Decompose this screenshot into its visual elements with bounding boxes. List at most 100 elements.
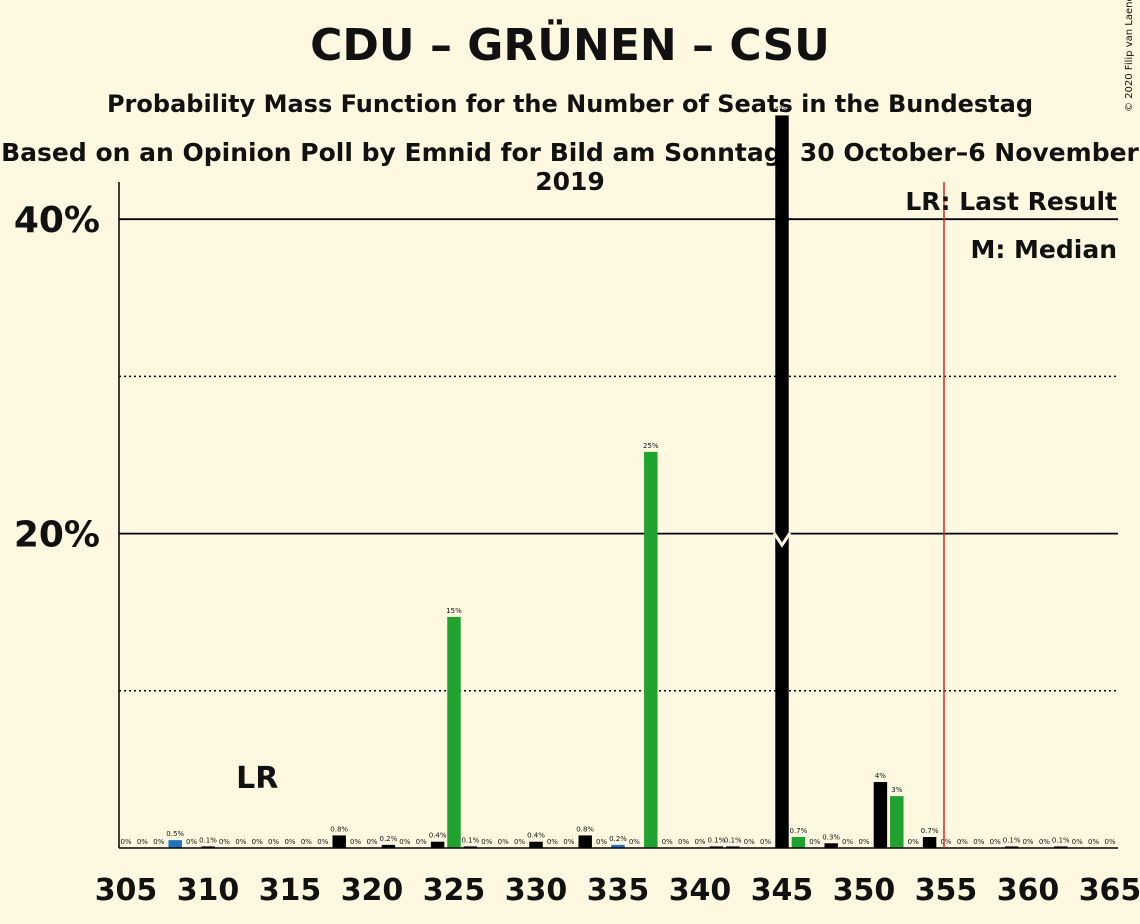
bar-label-308: 0.5% (166, 830, 184, 838)
bar-label-342: 0.1% (724, 836, 742, 844)
bar-label-346: 0.7% (790, 827, 808, 835)
bar-label-333: 0.8% (576, 825, 594, 833)
bar-label-320: 0% (366, 838, 377, 846)
bar-label-345: 47% (774, 105, 790, 113)
bar-310 (201, 846, 215, 848)
bar-labels: 0% 0% 0%0.5%0% 0.1% 0% 0% 0% 0% 0% 0% 0%0.8%0% 0% 0.… (120, 105, 1115, 846)
x-tick-310: 310 (177, 873, 240, 908)
bar-label-315: 0% (284, 838, 295, 846)
bar-label-359: 0.1% (1003, 836, 1021, 844)
bar-label-357: 0% (973, 838, 984, 846)
bar-label-314: 0% (268, 838, 279, 846)
bar-label-325: 15% (446, 607, 462, 615)
bar-346 (791, 836, 806, 848)
y-tick-40: 40% (14, 200, 100, 241)
bar-label-362: 0.1% (1052, 836, 1070, 844)
last-result-marker: LR (236, 761, 278, 796)
gridlines (119, 218, 1118, 692)
bar-label-360: 0% (1022, 838, 1033, 846)
bar-label-355: 0% (940, 838, 951, 846)
bar-label-336: 0% (629, 838, 640, 846)
axes (118, 182, 1118, 849)
bar-label-338: 0% (662, 838, 673, 846)
x-tick-360: 360 (997, 873, 1060, 908)
legend-median: M: Median (970, 235, 1117, 264)
bar-324 (430, 841, 445, 848)
bar-label-365: 0% (1104, 838, 1115, 846)
x-tick-315: 315 (259, 873, 322, 908)
y-tick-20: 20% (14, 515, 100, 556)
bar-label-358: 0% (990, 838, 1001, 846)
bar-label-331: 0% (547, 838, 558, 846)
chart-source-note: Based on an Opinion Poll by Emnid for Bi… (1, 138, 1139, 196)
bar-341 (709, 846, 724, 848)
bar-label-318: 0.8% (330, 825, 348, 833)
bar-label-337: 25% (643, 442, 659, 450)
bar-342 (726, 846, 740, 848)
x-tick-330: 330 (505, 873, 568, 908)
bar-label-310: 0.1% (199, 836, 217, 844)
x-tick-335: 335 (587, 873, 650, 908)
bar-label-361: 0% (1039, 838, 1050, 846)
bar-label-353: 0% (908, 838, 919, 846)
bars (168, 115, 1068, 848)
bar-label-364: 0% (1088, 838, 1099, 846)
legend-last-result: LR: Last Result (905, 187, 1117, 216)
bar-352 (890, 796, 904, 848)
bar-label-343: 0% (744, 838, 755, 846)
bar-326 (463, 846, 478, 848)
bar-label-329: 0% (514, 838, 525, 846)
x-tick-labels: 305 310 315 320 325 330 335 340 345 350 355 360 365 (95, 873, 1140, 908)
x-tick-365: 365 (1079, 873, 1140, 908)
bar-label-363: 0% (1072, 838, 1083, 846)
bar-325 (447, 616, 461, 848)
bar-354 (922, 836, 937, 848)
bar-label-309: 0% (186, 838, 197, 846)
bar-label-307: 0% (153, 838, 164, 846)
x-tick-350: 350 (833, 873, 896, 908)
x-tick-325: 325 (423, 873, 486, 908)
bar-label-321: 0.2% (380, 835, 398, 843)
bar-label-347: 0% (809, 838, 820, 846)
bar-label-324: 0.4% (429, 832, 447, 840)
bar-label-352: 3% (891, 786, 902, 794)
bar-label-313: 0% (252, 838, 263, 846)
bar-label-326: 0.1% (462, 836, 480, 844)
y-tick-labels: 20% 40% (14, 200, 100, 555)
bar-label-317: 0% (317, 838, 328, 846)
bar-330 (529, 841, 543, 848)
bar-label-348: 0.3% (822, 833, 840, 841)
bar-label-344: 0% (760, 838, 771, 846)
bar-label-312: 0% (235, 838, 246, 846)
bar-label-311: 0% (219, 838, 230, 846)
bar-label-305: 0% (120, 838, 131, 846)
bar-label-341: 0.1% (708, 836, 726, 844)
bar-label-330: 0.4% (527, 832, 545, 840)
bar-label-323: 0% (416, 838, 427, 846)
x-tick-305: 305 (95, 873, 158, 908)
x-tick-355: 355 (915, 873, 978, 908)
chart-subtitle: Probability Mass Function for the Number… (106, 90, 1034, 118)
bar-label-351: 4% (875, 772, 886, 780)
bar-label-327: 0% (481, 838, 492, 846)
bar-351 (873, 781, 888, 848)
bar-359 (1004, 846, 1019, 848)
bar-335 (611, 844, 625, 848)
bar-337 (644, 451, 658, 848)
bar-label-306: 0% (137, 838, 148, 846)
bar-label-349: 0% (842, 838, 853, 846)
bar-label-339: 0% (678, 838, 689, 846)
x-tick-320: 320 (341, 873, 404, 908)
median-marker (772, 532, 792, 548)
bar-321 (381, 844, 396, 848)
markers: LR (236, 182, 945, 848)
bar-label-354: 0.7% (921, 827, 939, 835)
chart-title: CDU – GRÜNEN – CSU (310, 20, 830, 71)
bar-label-322: 0% (399, 838, 410, 846)
bar-318 (332, 835, 346, 848)
bar-label-356: 0% (957, 838, 968, 846)
bar-345 (775, 115, 789, 848)
x-tick-340: 340 (669, 873, 732, 908)
bar-label-350: 0% (858, 838, 869, 846)
